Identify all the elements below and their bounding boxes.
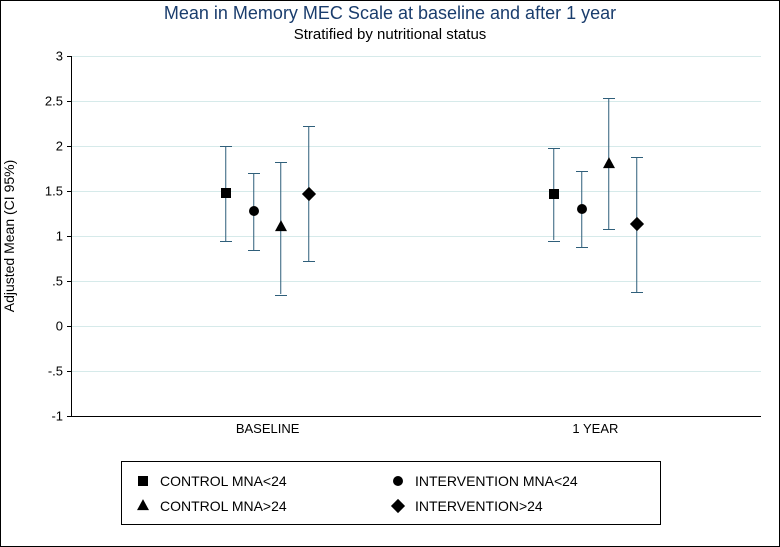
triangle-icon [136, 499, 150, 513]
error-cap [576, 247, 588, 248]
plot-area [71, 56, 761, 416]
error-cap [548, 241, 560, 242]
error-cap [275, 295, 287, 296]
data-marker [630, 217, 644, 231]
error-cap [275, 162, 287, 163]
error-cap [603, 229, 615, 230]
error-cap [576, 171, 588, 172]
x-tick-label: BASELINE [236, 421, 300, 436]
gridline [71, 191, 761, 192]
square-icon [136, 474, 150, 488]
gridline [71, 236, 761, 237]
error-cap [603, 98, 615, 99]
y-axis-line [71, 56, 72, 416]
legend-label: CONTROL MNA<24 [160, 473, 287, 489]
y-tick-label: 2 [23, 139, 63, 154]
y-tick-label: 0 [23, 319, 63, 334]
y-tick-label: 1 [23, 229, 63, 244]
error-cap [220, 241, 232, 242]
y-tick-label: -1 [23, 409, 63, 424]
y-tick-mark [67, 191, 71, 192]
y-tick-mark [67, 281, 71, 282]
chart-subtitle: Stratified by nutritional status [1, 26, 779, 43]
y-tick-mark [67, 236, 71, 237]
data-marker [603, 157, 615, 168]
data-marker [221, 188, 231, 198]
y-tick-mark [67, 101, 71, 102]
gridline [71, 101, 761, 102]
y-tick-label: 1.5 [23, 184, 63, 199]
legend-label: INTERVENTION>24 [415, 498, 543, 514]
y-tick-mark [67, 416, 71, 417]
y-tick-label: 3 [23, 49, 63, 64]
gridline [71, 56, 761, 57]
x-tick-label: 1 YEAR [572, 421, 618, 436]
error-cap [303, 126, 315, 127]
data-marker [549, 189, 559, 199]
diamond-icon [391, 499, 405, 513]
x-axis-line [71, 416, 761, 417]
y-tick-mark [67, 146, 71, 147]
y-tick-mark [67, 56, 71, 57]
figure-container: Mean in Memory MEC Scale at baseline and… [0, 0, 780, 547]
chart-title: Mean in Memory MEC Scale at baseline and… [1, 3, 779, 24]
legend-label: CONTROL MNA>24 [160, 498, 287, 514]
error-cap [548, 148, 560, 149]
y-tick-label: -.5 [23, 364, 63, 379]
legend-item: INTERVENTION MNA<24 [391, 473, 646, 489]
legend-label: INTERVENTION MNA<24 [415, 473, 578, 489]
error-cap [248, 173, 260, 174]
data-marker [302, 187, 316, 201]
y-tick-mark [67, 326, 71, 327]
error-cap [303, 261, 315, 262]
data-marker [577, 204, 587, 214]
error-cap [631, 157, 643, 158]
circle-icon [391, 474, 405, 488]
error-cap [631, 292, 643, 293]
gridline [71, 281, 761, 282]
error-cap [220, 146, 232, 147]
gridline [71, 146, 761, 147]
legend-item: CONTROL MNA>24 [136, 498, 391, 514]
gridline [71, 326, 761, 327]
y-tick-mark [67, 371, 71, 372]
legend: CONTROL MNA<24 INTERVENTION MNA<24 CONTROL… [121, 461, 661, 525]
gridline [71, 371, 761, 372]
data-marker [249, 206, 259, 216]
y-tick-label: .5 [23, 274, 63, 289]
legend-item: CONTROL MNA<24 [136, 473, 391, 489]
y-tick-label: 2.5 [23, 94, 63, 109]
error-cap [248, 250, 260, 251]
legend-item: INTERVENTION>24 [391, 498, 646, 514]
y-axis-label: Adjusted Mean (CI 95%) [1, 160, 17, 313]
data-marker [275, 220, 287, 231]
